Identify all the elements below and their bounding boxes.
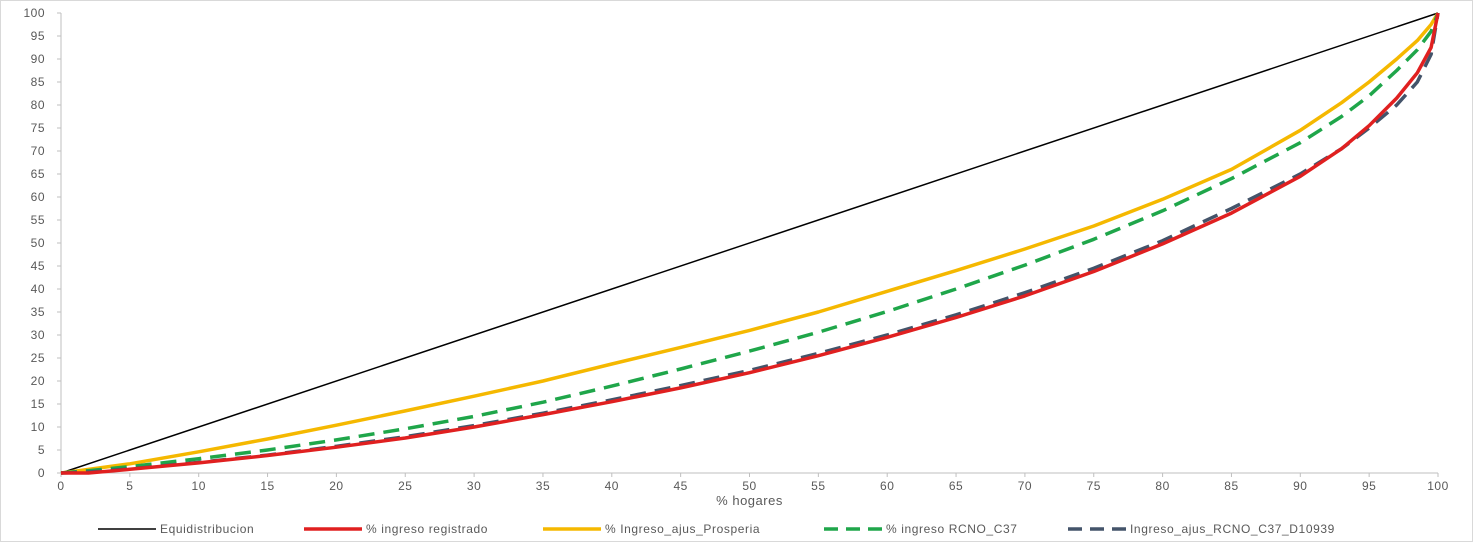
y-tick-label: 5 [38, 443, 45, 457]
y-tick-label: 40 [31, 282, 45, 296]
axes [57, 12, 1439, 477]
y-tick-label: 50 [31, 236, 45, 250]
y-tick-label: 15 [31, 397, 45, 411]
series-line-ingreso-registrado [61, 12, 1440, 475]
x-tick-label: 50 [742, 479, 756, 493]
x-tick-label: 100 [1427, 479, 1449, 493]
x-tick-label: 30 [467, 479, 481, 493]
x-tick-label: 45 [673, 479, 687, 493]
tick-labels: 0510152025303540455055606570758085909510… [23, 6, 1448, 493]
legend-label-ingreso-registrado: % ingreso registrado [366, 522, 488, 536]
y-tick-label: 100 [23, 6, 45, 20]
legend-label-ingreso-ajus-rcno-c37-d10939: Ingreso_ajus_RCNO_C37_D10939 [1130, 522, 1335, 536]
y-tick-label: 85 [31, 75, 45, 89]
y-tick-label: 60 [31, 190, 45, 204]
y-tick-label: 10 [31, 420, 45, 434]
x-tick-label: 55 [811, 479, 825, 493]
y-tick-label: 45 [31, 259, 45, 273]
y-tick-label: 25 [31, 351, 45, 365]
x-tick-label: 5 [126, 479, 133, 493]
series-group [60, 12, 1440, 475]
y-tick-label: 35 [31, 305, 45, 319]
x-tick-label: 20 [329, 479, 343, 493]
x-tick-label: 65 [949, 479, 963, 493]
x-tick-label: 0 [57, 479, 64, 493]
x-tick-label: 70 [1018, 479, 1032, 493]
x-tick-label: 60 [880, 479, 894, 493]
legend-label-ingreso-ajus-prosperia: % Ingreso_ajus_Prosperia [605, 522, 760, 536]
x-tick-label: 80 [1155, 479, 1169, 493]
y-tick-label: 75 [31, 121, 45, 135]
series-line-ingreso-rcno-c37 [60, 12, 1440, 475]
y-tick-label: 80 [31, 98, 45, 112]
y-tick-label: 70 [31, 144, 45, 158]
x-tick-label: 75 [1087, 479, 1101, 493]
legend-label-equidistribucion: Equidistribucion [160, 522, 254, 536]
x-tick-label: 15 [260, 479, 274, 493]
x-tick-label: 35 [536, 479, 550, 493]
series-line-equidistribucion [60, 12, 1439, 474]
y-tick-label: 95 [31, 29, 45, 43]
y-tick-label: 55 [31, 213, 45, 227]
x-tick-label: 90 [1293, 479, 1307, 493]
x-tick-label: 85 [1224, 479, 1238, 493]
x-tick-label: 40 [605, 479, 619, 493]
x-axis-title: % hogares [716, 493, 783, 508]
y-tick-label: 90 [31, 52, 45, 66]
legend: Equidistribucion % ingreso registrado % In… [98, 522, 1335, 536]
x-tick-label: 10 [192, 479, 206, 493]
y-tick-label: 20 [31, 374, 45, 388]
x-tick-label: 95 [1362, 479, 1376, 493]
y-tick-label: 0 [38, 466, 45, 480]
series-line-ingreso-ajus-prosperia [60, 12, 1440, 475]
legend-label-ingreso-rcno-c37: % ingreso RCNO_C37 [886, 522, 1018, 536]
y-tick-label: 30 [31, 328, 45, 342]
x-tick-label: 25 [398, 479, 412, 493]
y-tick-label: 65 [31, 167, 45, 181]
